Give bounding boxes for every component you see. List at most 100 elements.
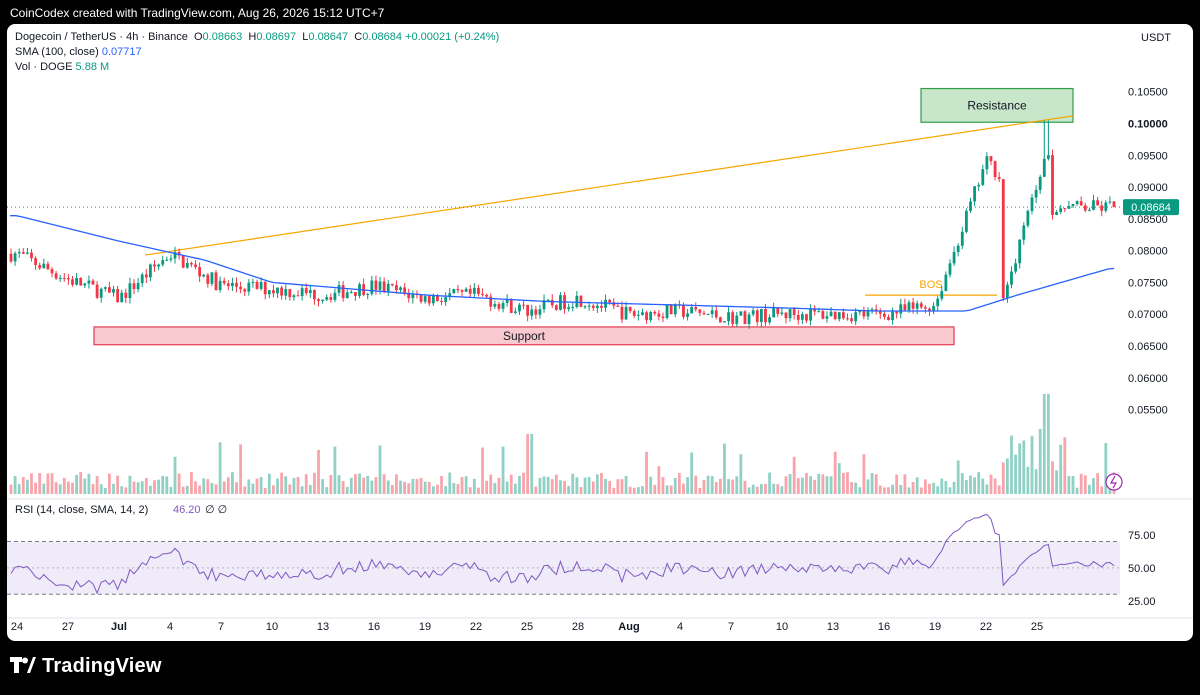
- candle-body[interactable]: [321, 299, 325, 302]
- candle-body[interactable]: [776, 307, 780, 314]
- candle-body[interactable]: [960, 231, 964, 246]
- candle-body[interactable]: [472, 287, 476, 294]
- candle-body[interactable]: [522, 304, 525, 306]
- candle-body[interactable]: [751, 310, 755, 315]
- candle-body[interactable]: [1079, 201, 1083, 206]
- candle-body[interactable]: [1092, 200, 1095, 210]
- candle-body[interactable]: [903, 304, 907, 311]
- candle-body[interactable]: [919, 303, 923, 308]
- candle-body[interactable]: [485, 294, 489, 297]
- candle-body[interactable]: [382, 281, 386, 292]
- candle-body[interactable]: [218, 280, 222, 291]
- candle-body[interactable]: [977, 184, 981, 187]
- candle-body[interactable]: [645, 312, 648, 321]
- candle-body[interactable]: [481, 293, 484, 295]
- price-chart-svg[interactable]: 0.10500 0.10000 0.09500 0.09000 0.08500 0.080…: [7, 24, 1193, 641]
- candle-body[interactable]: [792, 309, 796, 315]
- candle-body[interactable]: [231, 282, 234, 287]
- candle-body[interactable]: [1104, 202, 1108, 211]
- candle-body[interactable]: [1014, 263, 1017, 272]
- candle-body[interactable]: [928, 308, 931, 312]
- candle-body[interactable]: [542, 300, 546, 310]
- candle-body[interactable]: [317, 299, 320, 302]
- candle-body[interactable]: [448, 293, 452, 298]
- candle-body[interactable]: [550, 299, 554, 306]
- candle-body[interactable]: [210, 272, 214, 284]
- candle-body[interactable]: [477, 287, 480, 294]
- candle-body[interactable]: [304, 288, 308, 294]
- candle-body[interactable]: [235, 282, 238, 287]
- candle-body[interactable]: [1034, 189, 1038, 198]
- candle-body[interactable]: [636, 314, 640, 316]
- candle-body[interactable]: [247, 282, 251, 292]
- candle-body[interactable]: [850, 318, 853, 322]
- candle-body[interactable]: [431, 295, 435, 304]
- candle-body[interactable]: [112, 289, 115, 293]
- candle-body[interactable]: [1067, 206, 1071, 209]
- candle-body[interactable]: [530, 309, 534, 316]
- candle-body[interactable]: [796, 314, 800, 320]
- candle-body[interactable]: [805, 314, 808, 321]
- candle-body[interactable]: [407, 292, 411, 299]
- candle-body[interactable]: [386, 283, 390, 292]
- candle-body[interactable]: [157, 264, 161, 267]
- candle-body[interactable]: [153, 264, 156, 267]
- candle-body[interactable]: [140, 274, 144, 284]
- candle-body[interactable]: [571, 306, 575, 308]
- candle-body[interactable]: [509, 299, 513, 313]
- candle-body[interactable]: [513, 311, 517, 313]
- candle-body[interactable]: [964, 210, 968, 232]
- candle-body[interactable]: [251, 281, 255, 283]
- candle-body[interactable]: [1059, 208, 1063, 213]
- candle-body[interactable]: [30, 252, 33, 259]
- candle-body[interactable]: [337, 285, 341, 293]
- candle-body[interactable]: [993, 161, 997, 178]
- candle-body[interactable]: [973, 186, 976, 202]
- candle-body[interactable]: [899, 304, 903, 314]
- candle-body[interactable]: [624, 306, 628, 320]
- candle-body[interactable]: [272, 290, 275, 294]
- candle-body[interactable]: [263, 282, 267, 295]
- candle-body[interactable]: [423, 296, 427, 302]
- candle-body[interactable]: [333, 292, 337, 300]
- candle-body[interactable]: [255, 281, 259, 289]
- resistance-zone[interactable]: [920, 87, 1074, 123]
- candle-body[interactable]: [923, 307, 927, 309]
- candle-body[interactable]: [866, 310, 870, 317]
- candle-body[interactable]: [706, 314, 710, 316]
- candle-body[interactable]: [784, 312, 788, 319]
- candle-body[interactable]: [673, 304, 677, 315]
- candle-body[interactable]: [981, 169, 985, 185]
- candle-body[interactable]: [497, 303, 501, 309]
- sma-line[interactable]: [10, 215, 1115, 312]
- candle-body[interactable]: [616, 305, 620, 307]
- candle-body[interactable]: [887, 316, 890, 320]
- candle-body[interactable]: [809, 309, 812, 321]
- candle-body[interactable]: [108, 287, 111, 293]
- legend-sma-row[interactable]: SMA (100, close) 0.07717: [15, 45, 499, 60]
- candle-body[interactable]: [895, 311, 899, 314]
- candle-body[interactable]: [649, 311, 653, 321]
- candle-body[interactable]: [829, 311, 833, 317]
- candle-body[interactable]: [759, 308, 763, 322]
- candle-body[interactable]: [161, 260, 165, 265]
- candle-body[interactable]: [1051, 155, 1054, 215]
- candle-body[interactable]: [1096, 200, 1099, 206]
- candle-body[interactable]: [259, 282, 263, 289]
- candle-body[interactable]: [575, 295, 579, 307]
- candle-body[interactable]: [665, 305, 669, 319]
- candle-body[interactable]: [181, 255, 185, 268]
- candle-body[interactable]: [198, 267, 202, 277]
- candle-body[interactable]: [661, 316, 665, 319]
- candle-body[interactable]: [747, 314, 751, 325]
- candle-body[interactable]: [99, 288, 103, 298]
- candle-body[interactable]: [833, 311, 837, 320]
- candle-body[interactable]: [710, 310, 714, 315]
- candle-body[interactable]: [411, 293, 415, 299]
- candle-body[interactable]: [628, 306, 632, 312]
- candle-body[interactable]: [505, 299, 509, 303]
- candle-body[interactable]: [727, 312, 730, 322]
- candle-body[interactable]: [755, 310, 759, 322]
- candle-body[interactable]: [882, 313, 886, 317]
- candle-body[interactable]: [267, 290, 271, 295]
